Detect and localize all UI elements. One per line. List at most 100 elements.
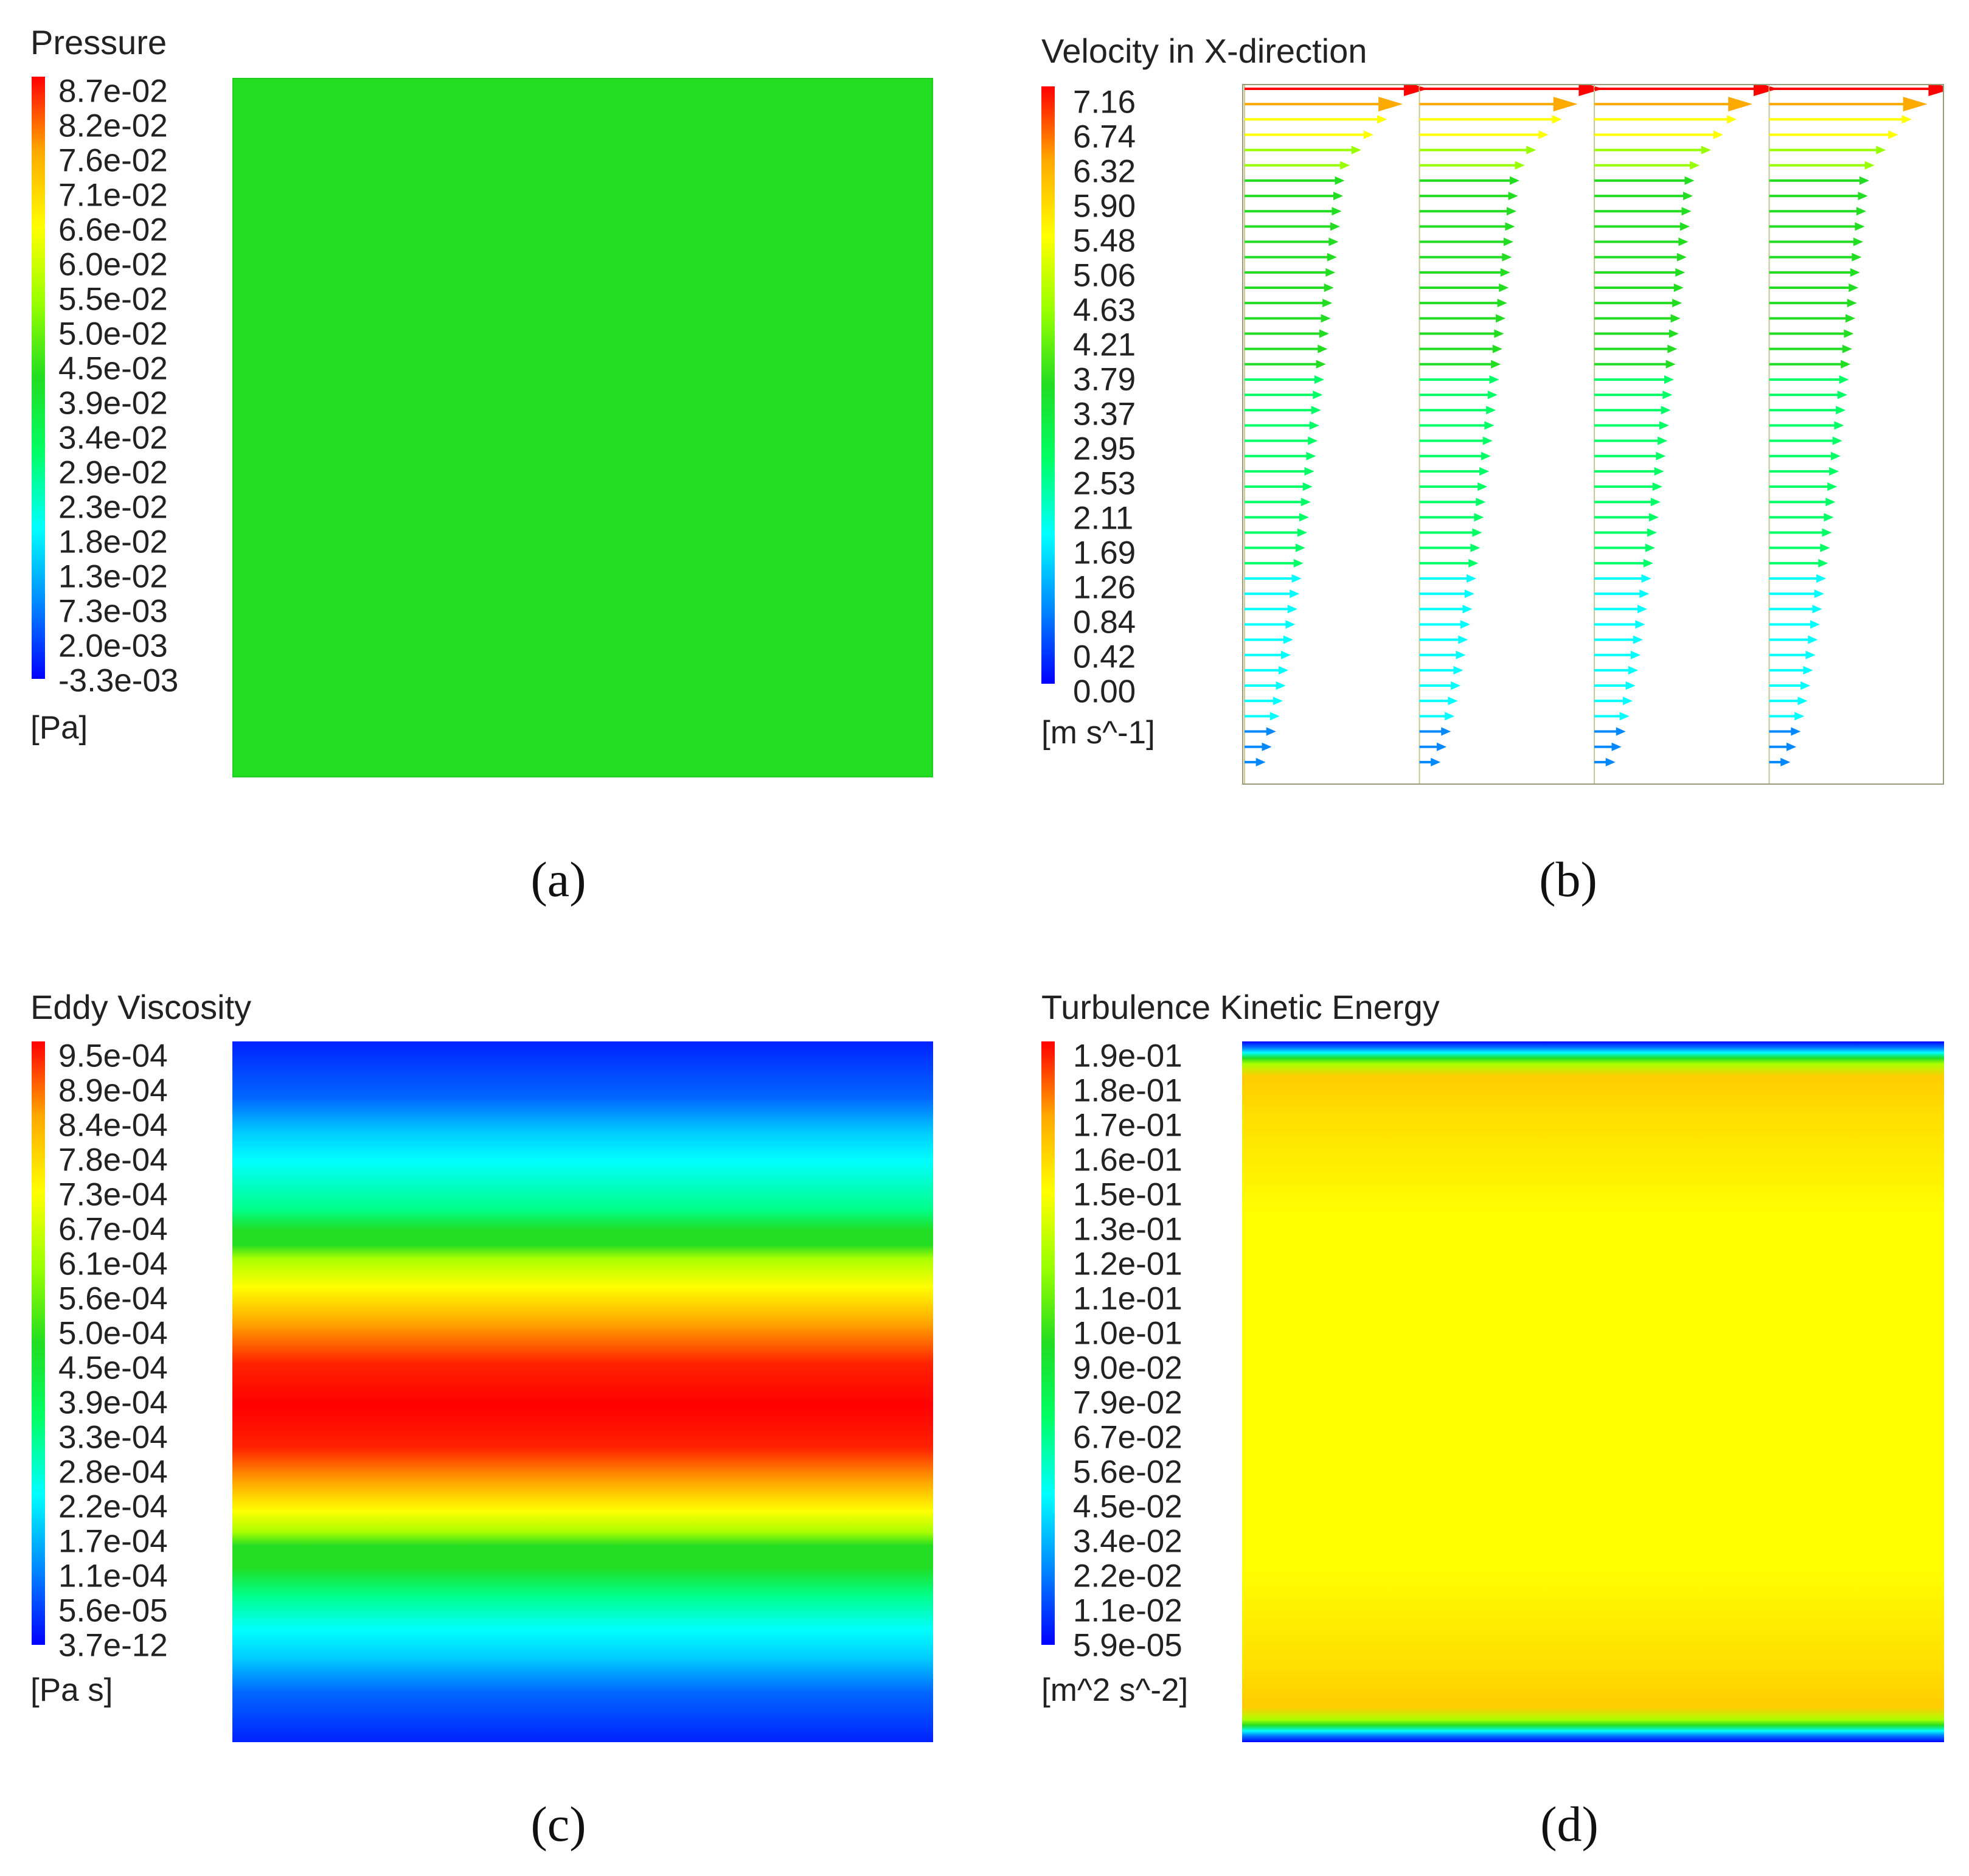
velocity-arrow [1769, 757, 1791, 766]
velocity-arrow [1594, 161, 1700, 170]
velocity-arrow [1245, 268, 1336, 277]
velocity-arrow [1419, 299, 1507, 308]
velocity-arrow [1419, 543, 1481, 552]
velocity-arrow [1245, 344, 1328, 353]
velocity-arrow [1419, 620, 1470, 629]
colorbar-tick: 3.9e-04 [58, 1384, 168, 1421]
velocity-arrow [1769, 344, 1852, 353]
colorbar-tick: 9.5e-04 [58, 1038, 168, 1074]
velocity-arrow [1245, 558, 1304, 568]
velocity-arrow [1245, 635, 1293, 644]
velocity-arrow [1594, 498, 1661, 507]
colorbar-tick: 6.7e-02 [1073, 1419, 1182, 1456]
velocity-arrow [1594, 283, 1684, 293]
velocity-arrow [1419, 283, 1509, 293]
velocity-arrow [1769, 421, 1844, 430]
colorbar-tick: 6.74 [1073, 119, 1136, 155]
velocity-arrow [1769, 589, 1824, 599]
panel-a-plot [232, 78, 933, 777]
colorbar-tick: 5.0e-04 [58, 1315, 168, 1352]
velocity-arrow [1245, 482, 1313, 492]
velocity-arrow [1594, 268, 1686, 277]
velocity-arrow [1419, 344, 1502, 353]
velocity-arrow [1245, 130, 1373, 139]
colorbar-tick: 5.6e-02 [1073, 1454, 1182, 1490]
velocity-arrow [1419, 650, 1466, 659]
velocity-arrow [1769, 329, 1854, 338]
velocity-arrow [1769, 176, 1870, 185]
velocity-arrow [1594, 391, 1673, 400]
colorbar-tick: 1.3e-01 [1073, 1211, 1182, 1248]
pressure-field [234, 290, 932, 776]
colorbar-tick: 2.2e-04 [58, 1489, 168, 1525]
panel-c-unit: [Pa s] [30, 1672, 113, 1708]
velocity-arrow [1245, 85, 1428, 96]
colorbar-tick: 5.9e-05 [1073, 1627, 1182, 1664]
velocity-arrow [1419, 513, 1484, 522]
velocity-arrow [1594, 757, 1616, 766]
velocity-arrow [1245, 299, 1333, 308]
colorbar-tick: 6.6e-02 [58, 212, 168, 248]
velocity-arrow [1419, 97, 1578, 112]
velocity-arrow [1769, 727, 1801, 736]
colorbar-tick: 7.8e-04 [58, 1142, 168, 1178]
velocity-arrow [1245, 742, 1272, 751]
colorbar-tick: 5.6e-04 [58, 1280, 168, 1317]
velocity-arrow [1769, 314, 1856, 323]
velocity-arrow [1594, 665, 1638, 675]
velocity-arrow [1419, 574, 1477, 583]
velocity-arrow [1419, 145, 1537, 155]
colorbar-tick: 1.1e-01 [1073, 1280, 1182, 1317]
colorbar-tick: 4.5e-04 [58, 1350, 168, 1386]
colorbar-tick: 3.9e-02 [58, 385, 168, 422]
colorbar-tick: -3.3e-03 [58, 662, 179, 699]
velocity-arrow [1419, 130, 1549, 139]
velocity-arrow [1245, 681, 1286, 690]
colorbar-tick: 2.95 [1073, 431, 1136, 467]
velocity-arrow [1245, 697, 1283, 706]
colorbar-tick: 1.7e-04 [58, 1523, 168, 1560]
velocity-arrow [1419, 742, 1447, 751]
colorbar-tick: 2.2e-02 [1073, 1558, 1182, 1594]
velocity-arrow [1594, 421, 1669, 430]
velocity-arrow [1419, 207, 1516, 216]
velocity-arrow [1245, 222, 1340, 231]
colorbar-tick: 8.4e-04 [58, 1107, 168, 1144]
velocity-arrow [1245, 543, 1305, 552]
colorbar-tick: 3.37 [1073, 396, 1136, 433]
velocity-arrow [1419, 451, 1491, 460]
colorbar-tick: 1.6e-01 [1073, 1142, 1182, 1178]
velocity-arrow [1245, 467, 1314, 476]
panel-c-title: Eddy Viscosity [30, 988, 252, 1026]
colorbar-tick: 7.16 [1073, 84, 1136, 120]
velocity-arrow [1419, 192, 1518, 201]
velocity-arrow [1419, 665, 1464, 675]
colorbar-tick: 0.42 [1073, 639, 1136, 675]
velocity-arrow [1419, 681, 1461, 690]
velocity-arrow [1419, 436, 1493, 445]
colorbar-tick: 1.2e-01 [1073, 1246, 1182, 1282]
velocity-arrow [1245, 620, 1296, 629]
velocity-arrow [1769, 528, 1832, 537]
colorbar-tick: 5.6e-05 [58, 1593, 168, 1629]
velocity-arrow [1769, 360, 1851, 369]
velocity-arrow [1245, 757, 1266, 766]
colorbar-tick: 5.5e-02 [58, 281, 168, 318]
velocity-arrow [1594, 329, 1679, 338]
velocity-arrow [1245, 528, 1307, 537]
velocity-arrow [1769, 513, 1834, 522]
velocity-arrow [1594, 589, 1650, 599]
velocity-arrow [1769, 391, 1847, 400]
colorbar-tick: 3.7e-12 [58, 1627, 168, 1664]
velocity-arrow [1245, 252, 1337, 262]
panel-a-caption: (a) [530, 852, 586, 907]
velocity-arrow [1594, 558, 1653, 568]
velocity-arrow [1594, 176, 1695, 185]
velocity-arrow [1419, 85, 1603, 96]
velocity-arrow [1769, 467, 1839, 476]
panel-b-unit: [m s^-1] [1041, 715, 1155, 751]
velocity-arrow [1594, 605, 1647, 614]
velocity-arrow [1245, 650, 1291, 659]
velocity-arrow [1594, 436, 1668, 445]
colorbar-tick: 7.9e-02 [1073, 1384, 1182, 1421]
